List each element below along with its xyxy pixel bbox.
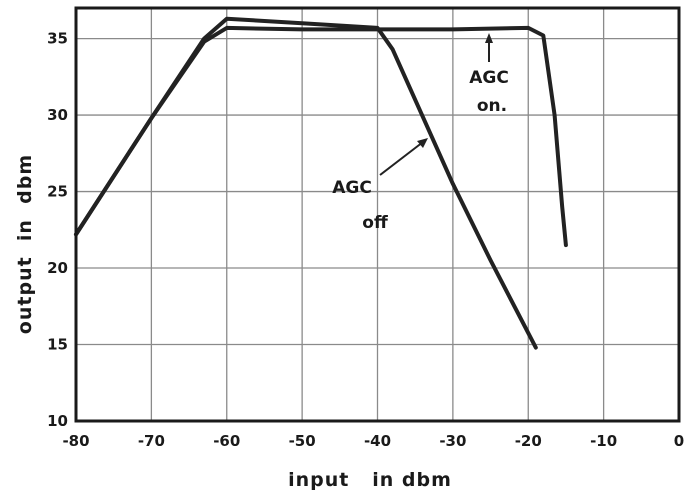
x-tick-label: -70 <box>138 432 165 450</box>
annotation-agc-off-line2: off <box>362 213 388 233</box>
y-tick-label: 20 <box>47 259 68 277</box>
series-group <box>74 16 568 350</box>
x-tick-label: -30 <box>439 432 466 450</box>
y-tick-label: 25 <box>47 183 68 201</box>
annotation-agc-off-arrowhead <box>417 138 428 148</box>
x-tick-label: -60 <box>213 432 240 450</box>
x-tick-label: -20 <box>515 432 542 450</box>
x-tick-label: 0 <box>674 432 684 450</box>
x-tick-label: -10 <box>590 432 617 450</box>
series-line-agc-on <box>74 25 568 248</box>
y-tick-label: 35 <box>47 30 68 48</box>
y-tick-label: 15 <box>47 336 68 354</box>
y-axis-title: output in dbm <box>14 154 36 334</box>
plot-frame <box>74 6 681 423</box>
annotation-agc-on-line2: on. <box>477 96 507 116</box>
grid <box>75 8 680 422</box>
annotation-agc-off-pointer <box>379 141 424 176</box>
annotation-agc-on-line1: AGC <box>469 68 509 88</box>
annotation-agc-on-arrowhead <box>485 33 493 43</box>
annotation-agc-off-line1: AGC <box>332 178 372 198</box>
series-line-agc-off <box>74 16 538 350</box>
tick-labels: -80 -70 -60 -50 -40 -30 -20 -10 0 10 15 20 25 30 35 <box>47 30 684 450</box>
x-axis-title: input in dbm <box>288 469 452 491</box>
y-tick-label: 30 <box>47 106 68 124</box>
y-tick-label: 10 <box>47 412 68 430</box>
x-tick-label: -80 <box>62 432 89 450</box>
x-tick-label: -50 <box>289 432 316 450</box>
x-tick-label: -40 <box>364 432 391 450</box>
